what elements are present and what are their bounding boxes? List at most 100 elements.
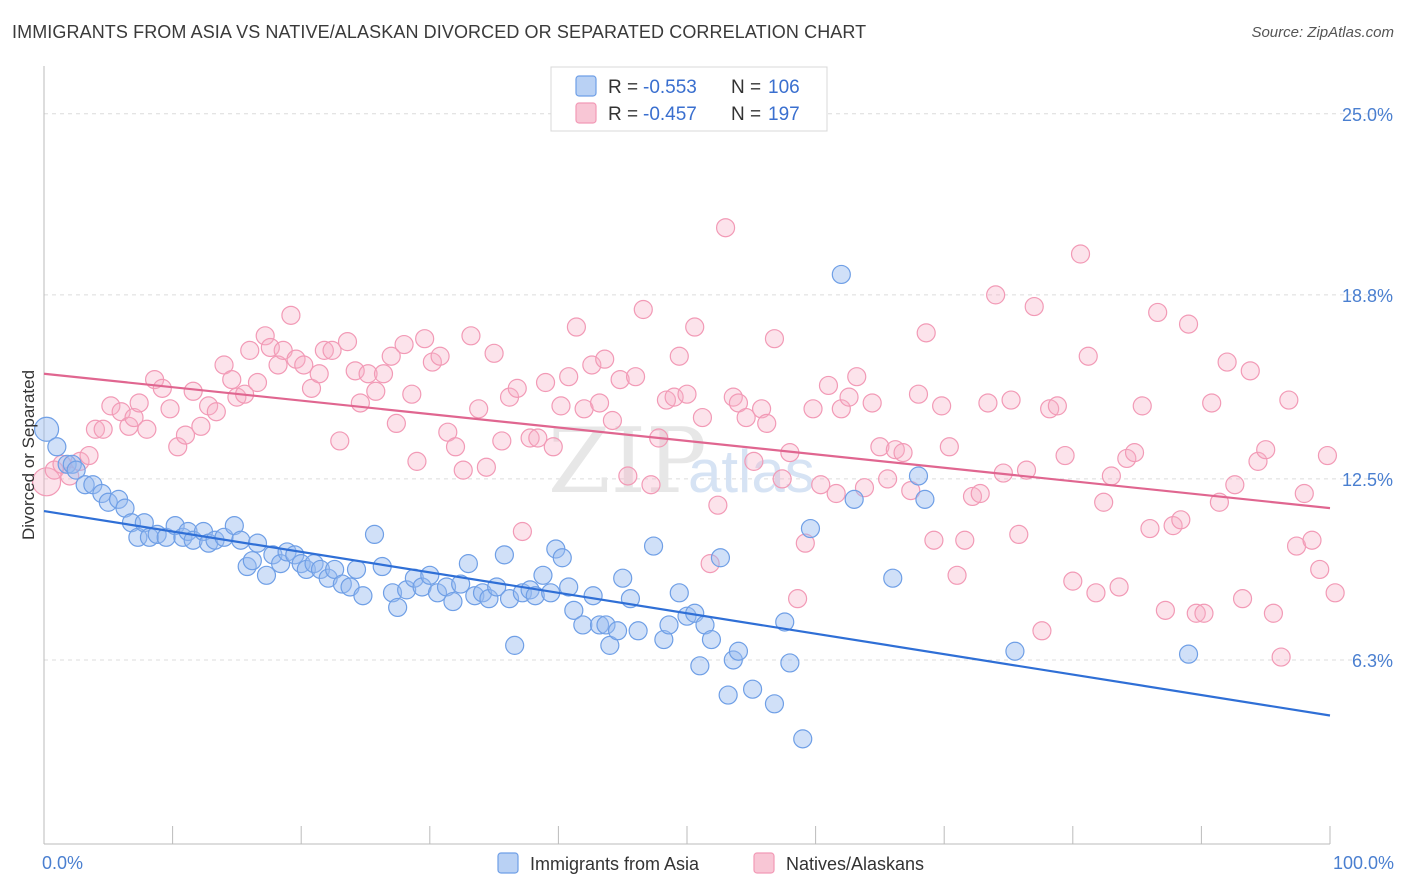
x-tick-label-max: 100.0% bbox=[1333, 853, 1394, 873]
native-point-68 bbox=[535, 372, 556, 393]
native-point-126 bbox=[970, 483, 990, 504]
native-point-130 bbox=[1001, 390, 1021, 410]
native-point-86 bbox=[669, 346, 689, 366]
native-point-122 bbox=[939, 437, 959, 457]
native-point-61 bbox=[484, 343, 504, 363]
asia-point-28 bbox=[242, 551, 262, 571]
asia-point-32 bbox=[271, 554, 291, 574]
asia-point-104 bbox=[883, 568, 903, 588]
native-point-92 bbox=[715, 218, 736, 238]
asia-point-101 bbox=[800, 518, 821, 539]
native-point-20 bbox=[191, 416, 211, 436]
native-point-11 bbox=[124, 407, 144, 428]
asia-point-98 bbox=[775, 612, 795, 632]
legend-swatch-native bbox=[575, 102, 597, 124]
native-point-71 bbox=[559, 367, 579, 387]
native-point-102 bbox=[787, 589, 808, 609]
asia-point-99 bbox=[780, 653, 800, 673]
legend-r-value-native: -0.457 bbox=[643, 104, 697, 125]
asia-point-1 bbox=[47, 437, 67, 457]
native-point-119 bbox=[916, 323, 936, 343]
asia-point-52 bbox=[420, 565, 440, 585]
native-point-80 bbox=[625, 367, 646, 387]
native-point-31 bbox=[268, 355, 288, 375]
native-point-27 bbox=[240, 340, 260, 360]
native-point-5 bbox=[79, 445, 99, 466]
native-point-54 bbox=[430, 346, 450, 366]
native-point-17 bbox=[168, 437, 188, 457]
native-point-87 bbox=[677, 384, 697, 404]
native-point-171 bbox=[1317, 445, 1338, 466]
native-point-70 bbox=[551, 396, 571, 416]
y-axis-title: Divorced or Separated bbox=[19, 370, 38, 540]
native-trend-line bbox=[43, 372, 1331, 510]
asia-point-92 bbox=[710, 548, 731, 568]
native-point-125 bbox=[962, 486, 983, 507]
asia-point-0 bbox=[33, 416, 60, 442]
native-point-116 bbox=[893, 443, 913, 463]
native-point-131 bbox=[1009, 524, 1029, 545]
legend-r-label-asia: R = bbox=[608, 77, 638, 98]
native-point-121 bbox=[932, 396, 952, 416]
native-point-78 bbox=[610, 370, 630, 390]
native-point-172 bbox=[1325, 583, 1345, 603]
native-point-150 bbox=[1155, 600, 1175, 620]
asia-point-67 bbox=[525, 586, 545, 606]
legend-bottom: Immigrants from Asia Natives/Alaskans bbox=[497, 852, 924, 874]
native-point-99 bbox=[764, 329, 785, 349]
asia-point-4 bbox=[66, 460, 86, 480]
native-point-137 bbox=[1055, 445, 1075, 466]
native-point-90 bbox=[700, 554, 720, 574]
asia-point-97 bbox=[764, 694, 785, 714]
native-point-96 bbox=[744, 451, 764, 471]
asia-point-80 bbox=[613, 568, 633, 588]
native-point-160 bbox=[1232, 589, 1253, 609]
asia-point-107 bbox=[1005, 641, 1025, 661]
native-point-100 bbox=[772, 469, 792, 489]
watermark-atlas: atlas bbox=[688, 438, 815, 505]
native-point-93 bbox=[723, 387, 743, 407]
asia-point-75 bbox=[583, 586, 603, 606]
native-point-81 bbox=[633, 299, 653, 320]
native-point-164 bbox=[1263, 603, 1284, 623]
native-point-141 bbox=[1086, 583, 1106, 603]
native-point-53 bbox=[422, 352, 442, 372]
chart-title: IMMIGRANTS FROM ASIA VS NATIVE/ALASKAN D… bbox=[12, 22, 867, 42]
native-point-47 bbox=[381, 346, 401, 366]
asia-point-103 bbox=[844, 489, 864, 509]
native-point-21 bbox=[199, 396, 219, 416]
asia-point-73 bbox=[564, 600, 584, 620]
native-point-43 bbox=[350, 393, 370, 413]
bottom-legend-swatch-asia bbox=[497, 852, 519, 874]
asia-point-71 bbox=[552, 548, 572, 568]
native-point-158 bbox=[1217, 352, 1237, 372]
native-point-152 bbox=[1171, 510, 1191, 530]
native-point-166 bbox=[1279, 390, 1299, 410]
native-point-64 bbox=[507, 378, 527, 398]
native-point-19 bbox=[183, 381, 203, 401]
native-point-37 bbox=[309, 364, 329, 384]
native-point-132 bbox=[1016, 460, 1037, 480]
legend-r-label-native: R = bbox=[608, 104, 638, 125]
y-tick-labels: 6.3% 12.5% 18.8% 25.0% bbox=[1342, 105, 1393, 671]
native-point-77 bbox=[602, 410, 623, 431]
asia-point-82 bbox=[628, 621, 648, 641]
trend-lines bbox=[43, 372, 1331, 717]
native-point-144 bbox=[1109, 577, 1129, 597]
asia-point-27 bbox=[237, 556, 257, 577]
native-point-149 bbox=[1148, 302, 1168, 323]
asia-point-62 bbox=[494, 545, 514, 565]
asia-point-108 bbox=[1178, 644, 1199, 664]
native-point-123 bbox=[947, 565, 967, 585]
asia-point-41 bbox=[332, 574, 352, 594]
asia-point-30 bbox=[256, 565, 277, 585]
native-point-91 bbox=[708, 495, 728, 515]
native-point-112 bbox=[862, 393, 882, 413]
native-point-67 bbox=[528, 428, 548, 448]
native-point-104 bbox=[803, 399, 823, 419]
native-point-84 bbox=[656, 390, 677, 410]
native-point-148 bbox=[1140, 518, 1160, 539]
native-point-39 bbox=[322, 340, 342, 360]
native-point-139 bbox=[1070, 244, 1091, 264]
